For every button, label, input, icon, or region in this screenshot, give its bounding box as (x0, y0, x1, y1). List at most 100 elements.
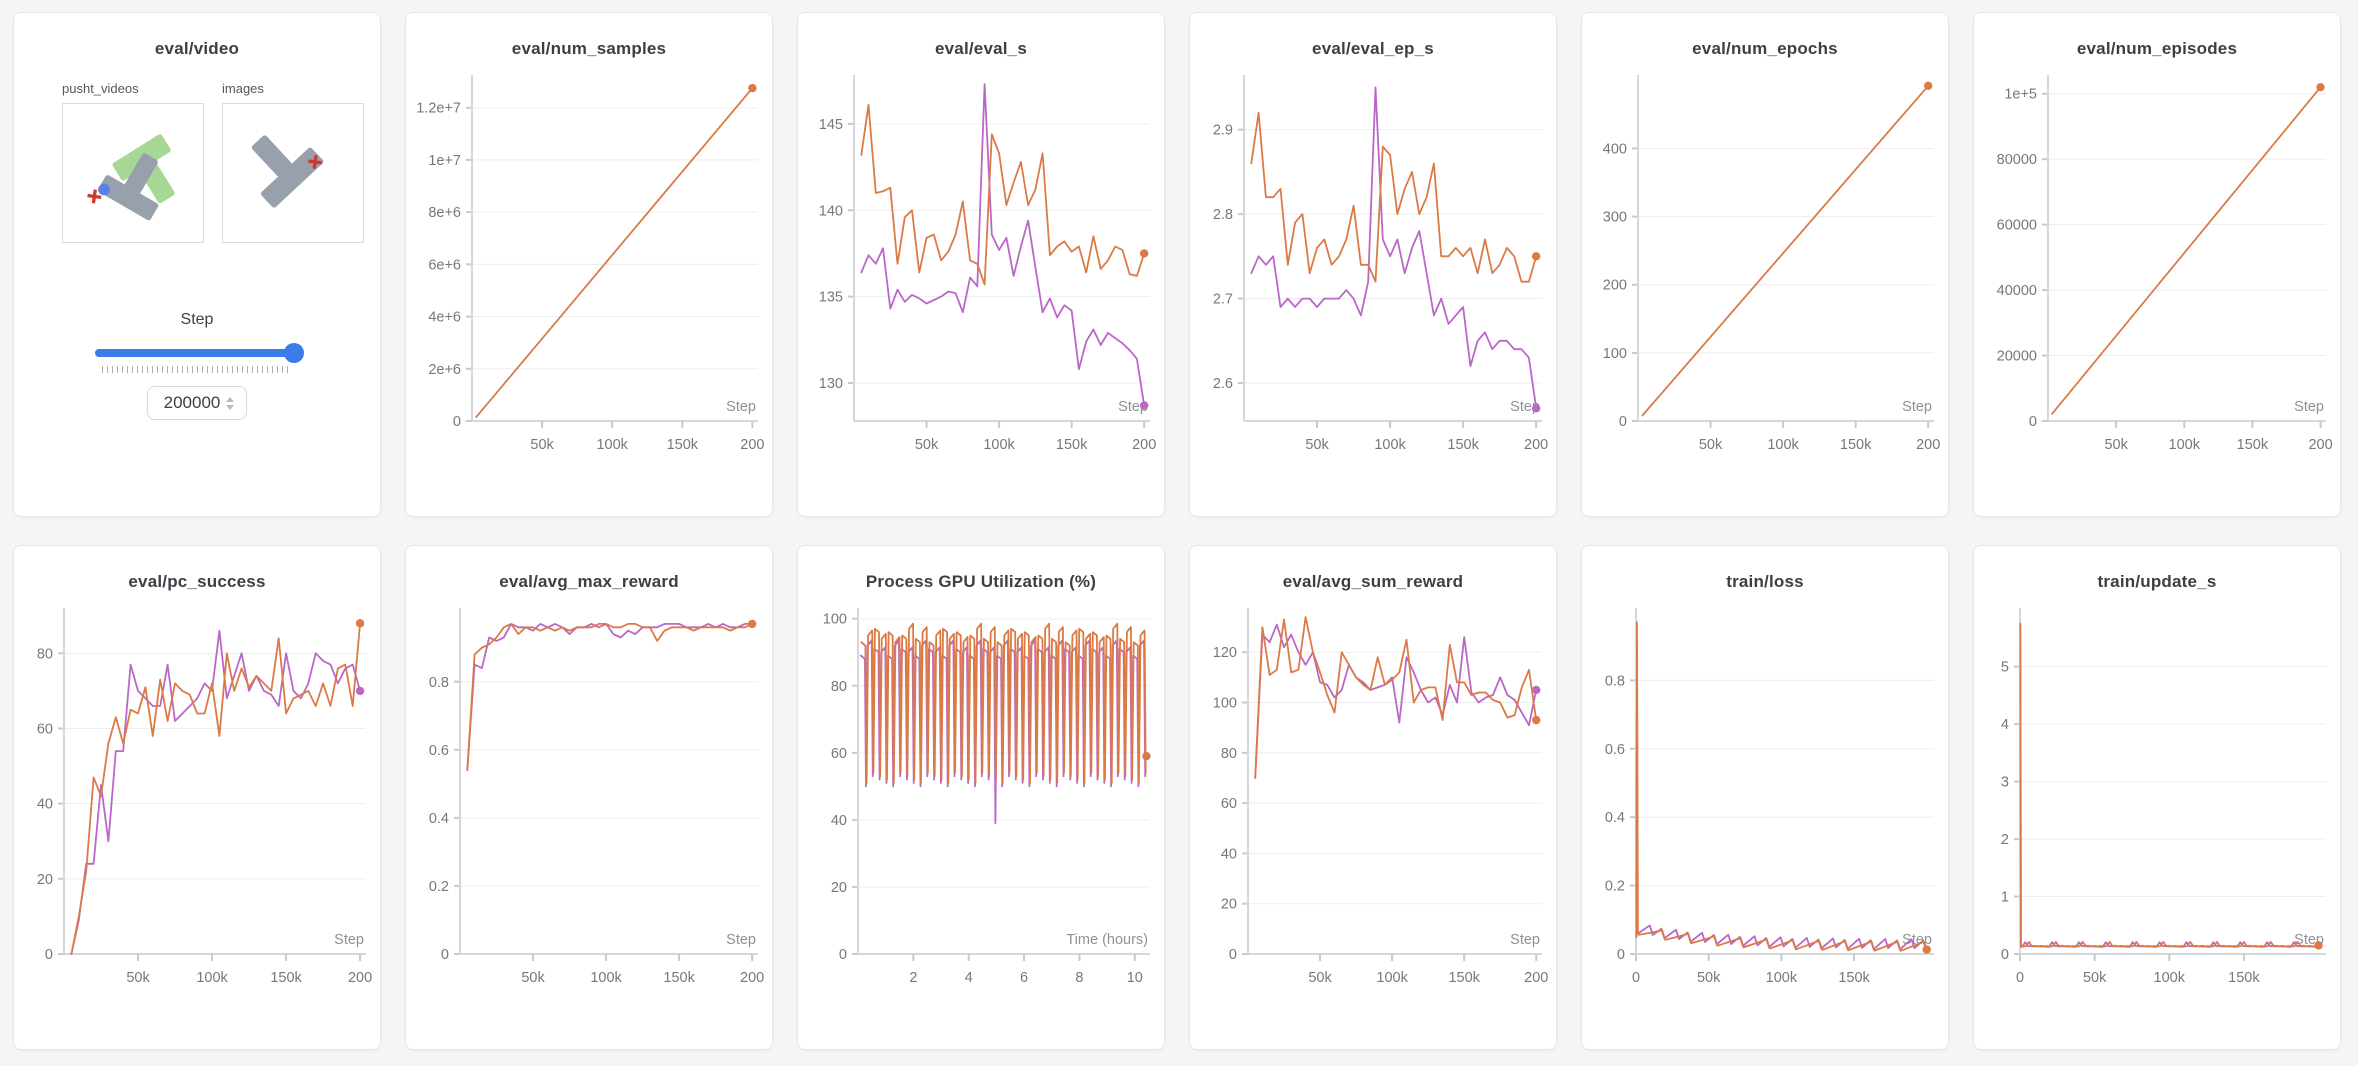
svg-text:2.6: 2.6 (1213, 376, 1233, 392)
svg-text:100k: 100k (1376, 970, 1408, 986)
target-cross-icon (87, 189, 102, 204)
svg-text:2: 2 (909, 970, 917, 986)
svg-text:50k: 50k (1305, 437, 1329, 453)
svg-text:20000: 20000 (1997, 349, 2037, 365)
chart-title: eval/num_epochs (1692, 39, 1838, 58)
chart-title: train/loss (1726, 572, 1804, 591)
svg-text:4e+6: 4e+6 (428, 310, 461, 326)
chart-eval-eval-ep-s[interactable]: 2.6 2.7 2.8 2.9 50k 100k 150k 200 Step (1190, 69, 1556, 489)
panel-eval-eval-s: eval/eval_s 130 135 140 145 50k 100k 150k 200 St… (797, 12, 1165, 517)
svg-text:Time (hours): Time (hours) (1066, 932, 1148, 948)
svg-text:6e+6: 6e+6 (428, 257, 461, 273)
svg-text:6: 6 (1020, 970, 1028, 986)
svg-text:150k: 150k (270, 970, 302, 986)
chart-title: eval/num_episodes (2076, 39, 2238, 58)
panel-eval-avg-max-reward: eval/avg_max_reward 0 0.2 0.4 0.6 0.8 50k 100k… (405, 545, 773, 1050)
step-input-wrap: 200000 (14, 386, 380, 420)
svg-text:150k: 150k (1056, 437, 1088, 453)
svg-text:100k: 100k (196, 970, 228, 986)
panel-gpu-utilization: Process GPU Utilization (%) 0 20 40 60 80 100… (797, 545, 1165, 1050)
svg-text:0: 0 (1617, 947, 1625, 963)
svg-text:0.6: 0.6 (429, 743, 449, 759)
panel-train-update-s: train/update_s 0 1 2 3 4 5 0 50k 100k 150k Step (1973, 545, 2341, 1050)
svg-text:140: 140 (819, 203, 843, 219)
chart-title: eval/num_samples (511, 39, 667, 58)
svg-text:50k: 50k (126, 970, 150, 986)
svg-text:50k: 50k (530, 437, 554, 453)
step-up-icon[interactable] (226, 396, 235, 402)
chart-title: train/update_s (2097, 572, 2217, 591)
panel-eval-video: eval/video pusht_videos (13, 12, 381, 517)
chart-eval-num-epochs[interactable]: 0 100 200 300 400 50k 100k 150k 200 Step (1582, 69, 1948, 489)
svg-text:0: 0 (2001, 947, 2009, 963)
svg-text:100: 100 (1213, 696, 1237, 712)
svg-text:0: 0 (441, 947, 449, 963)
svg-text:60000: 60000 (1997, 218, 2037, 234)
images-thumbnail[interactable] (222, 103, 364, 243)
svg-text:80000: 80000 (1997, 152, 2037, 168)
svg-text:50k: 50k (521, 970, 545, 986)
svg-text:200: 200 (740, 437, 764, 453)
svg-text:60: 60 (1221, 796, 1237, 812)
pusht-videos-thumbnail[interactable] (62, 103, 204, 243)
slider-ruler (102, 366, 292, 373)
chart-train-loss[interactable]: 0 0.2 0.4 0.6 0.8 0 50k 100k 150k Step (1582, 602, 1948, 1022)
stepper-arrows[interactable] (226, 396, 235, 410)
chart-train-update-s[interactable]: 0 1 2 3 4 5 0 50k 100k 150k Step (1974, 602, 2340, 1022)
svg-text:150k: 150k (2228, 970, 2260, 986)
step-down-icon[interactable] (226, 404, 235, 410)
svg-text:40: 40 (831, 813, 847, 829)
panel-eval-num-samples: eval/num_samples 0 2e+6 4e+6 6e+6 8e+6 1e+7 1.… (405, 12, 773, 517)
svg-text:130: 130 (819, 376, 843, 392)
svg-text:0: 0 (1632, 970, 1640, 986)
chart-eval-avg-max-reward[interactable]: 0 0.2 0.4 0.6 0.8 50k 100k 150k 200 Step (406, 602, 772, 1022)
media-row: pusht_videos (14, 69, 380, 243)
svg-text:150k: 150k (667, 437, 699, 453)
svg-text:2: 2 (2001, 832, 2009, 848)
chart-eval-pc-success[interactable]: 0 20 40 60 80 50k 100k 150k 200 Step (14, 602, 380, 1022)
chart-eval-num-samples[interactable]: 0 2e+6 4e+6 6e+6 8e+6 1e+7 1.2e+7 50k 100k 150k 20… (406, 69, 772, 489)
svg-text:200: 200 (348, 970, 372, 986)
svg-text:0: 0 (2029, 414, 2037, 430)
svg-text:120: 120 (1213, 645, 1237, 661)
panel-eval-pc-success: eval/pc_success 0 20 40 60 80 50k 100k 150k 200 S… (13, 545, 381, 1050)
svg-text:0.2: 0.2 (1605, 879, 1625, 895)
slider-handle[interactable] (283, 343, 304, 363)
svg-text:Step: Step (334, 932, 364, 948)
pusht-image-icon (251, 135, 324, 208)
svg-text:400: 400 (1603, 141, 1627, 157)
chart-gpu-utilization[interactable]: 0 20 40 60 80 100 2 4 6 8 10 Time (hours) (798, 602, 1164, 1022)
svg-text:1e+5: 1e+5 (2004, 87, 2037, 103)
svg-text:145: 145 (819, 117, 843, 133)
svg-text:Step: Step (1902, 399, 1932, 415)
chart-eval-num-episodes[interactable]: 0 20000 40000 60000 80000 1e+5 50k 100k 150k 200 S… (1974, 69, 2340, 489)
svg-text:100k: 100k (596, 437, 628, 453)
svg-text:150k: 150k (663, 970, 695, 986)
slider-track[interactable] (94, 343, 304, 363)
panel-train-loss: train/loss 0 0.2 0.4 0.6 0.8 0 50k 100k 150k Step (1581, 545, 1949, 1050)
step-slider[interactable] (94, 343, 304, 363)
svg-text:2e+6: 2e+6 (428, 362, 461, 378)
chart-eval-avg-sum-reward[interactable]: 0 20 40 60 80 100 120 50k 100k 150k 200 Step (1190, 602, 1556, 1022)
svg-text:8e+6: 8e+6 (428, 205, 461, 221)
svg-text:50k: 50k (2083, 970, 2107, 986)
svg-text:1: 1 (2001, 890, 2009, 906)
svg-text:200: 200 (1916, 437, 1940, 453)
svg-text:4: 4 (2001, 717, 2009, 733)
svg-text:0: 0 (1229, 947, 1237, 963)
step-value-input[interactable]: 200000 (146, 386, 248, 420)
svg-text:50k: 50k (1697, 970, 1721, 986)
chart-title: eval/pc_success (128, 572, 266, 591)
svg-text:Step: Step (726, 399, 756, 415)
svg-text:100: 100 (1603, 346, 1627, 362)
panel-eval-num-epochs: eval/num_epochs 0 100 200 300 400 50k 100k 150k… (1581, 12, 1949, 517)
svg-text:100: 100 (823, 612, 847, 628)
chart-eval-eval-s[interactable]: 130 135 140 145 50k 100k 150k 200 Step (798, 69, 1164, 489)
svg-text:20: 20 (831, 880, 847, 896)
svg-text:0: 0 (453, 414, 461, 430)
svg-text:40: 40 (1221, 846, 1237, 862)
svg-text:0: 0 (1619, 414, 1627, 430)
svg-text:200: 200 (740, 970, 764, 986)
svg-text:20: 20 (1221, 897, 1237, 913)
